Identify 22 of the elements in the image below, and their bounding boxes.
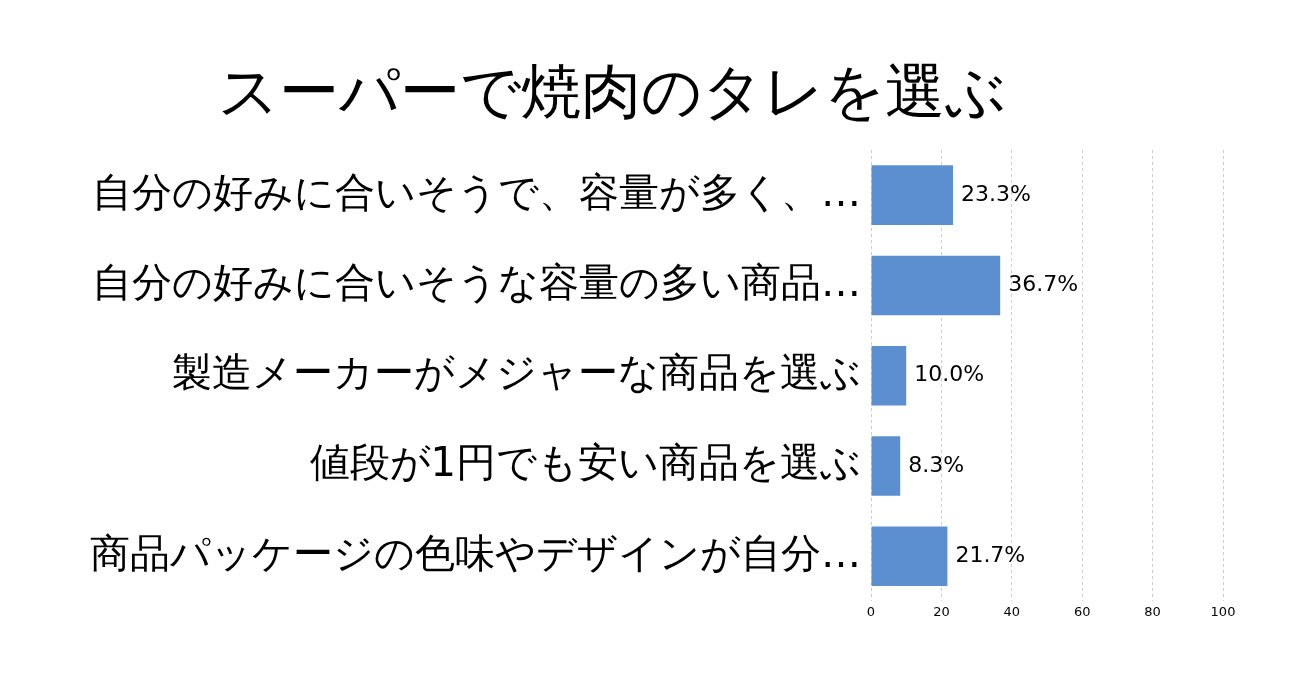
data-label: 10.0% [914,361,985,387]
data-label: 36.7% [1008,271,1079,297]
x-tick-label: 40 [1003,603,1021,619]
x-tick-label: 60 [1073,603,1091,619]
bar [871,436,901,496]
x-tick-label: 0 [866,603,876,619]
y-tick-label: 商品パッケージの色味やデザインが自分… [90,529,861,576]
x-tick-label: 80 [1144,603,1161,619]
chart-title: スーパーで焼肉のタレを選ぶ [217,55,1006,126]
data-label: 23.3% [961,180,1031,206]
y-tick-label: 値段が1円でも安い商品を選ぶ [309,439,861,486]
y-tick-label: 製造メーカーがメジャーな商品を選ぶ [172,349,861,396]
y-tick-label: 自分の好みに合いそうで、容量が多く、… [92,168,861,215]
data-label: 8.3% [908,451,965,477]
x-tick-label: 20 [933,603,950,619]
x-tick-label: 100 [1210,603,1236,619]
y-tick-label: 自分の好みに合いそうな容量の多い商品… [92,258,861,305]
data-label: 21.7% [955,541,1026,567]
bar [871,345,907,406]
bar [871,165,954,225]
bar [871,255,1001,316]
bar [871,526,948,587]
